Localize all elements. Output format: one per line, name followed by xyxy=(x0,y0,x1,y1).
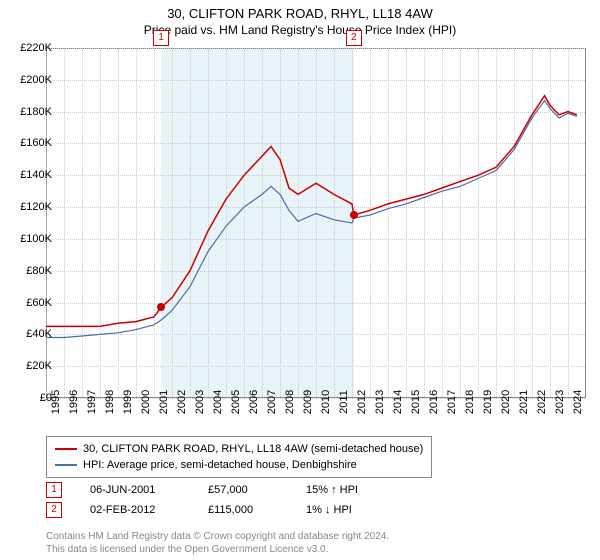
y-tick-label: £80K xyxy=(26,265,52,277)
x-tick-label: 1995 xyxy=(50,390,62,414)
footer-line-1: Contains HM Land Registry data © Crown c… xyxy=(46,530,389,543)
x-tick-label: 2024 xyxy=(572,390,584,414)
x-tick-label: 2006 xyxy=(248,390,260,414)
x-tick-label: 2007 xyxy=(266,390,278,414)
sale-point-2 xyxy=(350,211,358,219)
sale-price: £57,000 xyxy=(208,484,278,496)
x-tick-label: 2012 xyxy=(356,390,368,414)
y-tick-label: £120K xyxy=(20,201,52,213)
x-tick-label: 2002 xyxy=(176,390,188,414)
y-tick-label: £160K xyxy=(20,137,52,149)
x-tick-label: 2019 xyxy=(482,390,494,414)
x-tick-label: 2001 xyxy=(158,390,170,414)
x-tick-label: 2008 xyxy=(284,390,296,414)
x-tick-label: 2022 xyxy=(536,390,548,414)
y-tick-label: £200K xyxy=(20,74,52,86)
x-tick-label: 2009 xyxy=(302,390,314,414)
x-tick-label: 2020 xyxy=(500,390,512,414)
sale-row-marker: 1 xyxy=(46,482,62,498)
sale-marker-1: 1 xyxy=(153,30,169,46)
chart-lines xyxy=(46,48,586,398)
y-tick-label: £220K xyxy=(20,42,52,54)
x-tick-label: 1997 xyxy=(86,390,98,414)
series-hpi xyxy=(46,101,577,338)
y-tick-label: £180K xyxy=(20,106,52,118)
sale-row-marker: 2 xyxy=(46,502,62,518)
x-tick-label: 2005 xyxy=(230,390,242,414)
sale-delta: 15% ↑ HPI xyxy=(306,484,386,496)
x-tick-label: 2016 xyxy=(428,390,440,414)
sales-table: 1 06-JUN-2001 £57,000 15% ↑ HPI 2 02-FEB-2012… xyxy=(46,480,386,520)
chart-area: 12 xyxy=(46,48,586,398)
sale-point-1 xyxy=(157,303,165,311)
x-tick-label: 2011 xyxy=(338,390,350,414)
legend-item: 30, CLIFTON PARK ROAD, RHYL, LL18 4AW (s… xyxy=(55,441,423,457)
chart-title: 30, CLIFTON PARK ROAD, RHYL, LL18 4AW xyxy=(0,0,600,21)
sale-marker-2: 2 xyxy=(346,30,362,46)
chart-subtitle: Price paid vs. HM Land Registry's House … xyxy=(0,21,600,43)
sale-date: 06-JUN-2001 xyxy=(90,484,180,496)
legend-swatch xyxy=(55,448,77,450)
sale-date: 02-FEB-2012 xyxy=(90,504,180,516)
x-tick-label: 2018 xyxy=(464,390,476,414)
x-tick-label: 1999 xyxy=(122,390,134,414)
sale-price: £115,000 xyxy=(208,504,278,516)
x-tick-label: 2013 xyxy=(374,390,386,414)
x-tick-label: 2023 xyxy=(554,390,566,414)
legend-label: HPI: Average price, semi-detached house,… xyxy=(83,457,357,473)
x-tick-label: 1996 xyxy=(68,390,80,414)
x-tick-label: 2003 xyxy=(194,390,206,414)
y-tick-label: £60K xyxy=(26,297,52,309)
y-tick-label: £20K xyxy=(26,360,52,372)
series-price_paid xyxy=(46,96,577,327)
legend-swatch xyxy=(55,464,77,466)
y-tick-label: £140K xyxy=(20,169,52,181)
footer-attribution: Contains HM Land Registry data © Crown c… xyxy=(46,530,389,556)
x-tick-label: 1998 xyxy=(104,390,116,414)
x-tick-label: 2004 xyxy=(212,390,224,414)
x-tick-label: 2010 xyxy=(320,390,332,414)
x-tick-label: 2015 xyxy=(410,390,422,414)
sale-delta: 1% ↓ HPI xyxy=(306,504,386,516)
footer-line-2: This data is licensed under the Open Gov… xyxy=(46,543,389,556)
legend: 30, CLIFTON PARK ROAD, RHYL, LL18 4AW (s… xyxy=(46,436,432,478)
legend-item: HPI: Average price, semi-detached house,… xyxy=(55,457,423,473)
y-tick-label: £40K xyxy=(26,328,52,340)
x-tick-label: 2014 xyxy=(392,390,404,414)
sale-row: 2 02-FEB-2012 £115,000 1% ↓ HPI xyxy=(46,500,386,520)
x-tick-label: 2017 xyxy=(446,390,458,414)
sale-row: 1 06-JUN-2001 £57,000 15% ↑ HPI xyxy=(46,480,386,500)
x-tick-label: 2021 xyxy=(518,390,530,414)
y-tick-label: £100K xyxy=(20,233,52,245)
legend-label: 30, CLIFTON PARK ROAD, RHYL, LL18 4AW (s… xyxy=(83,441,423,457)
x-tick-label: 2000 xyxy=(140,390,152,414)
